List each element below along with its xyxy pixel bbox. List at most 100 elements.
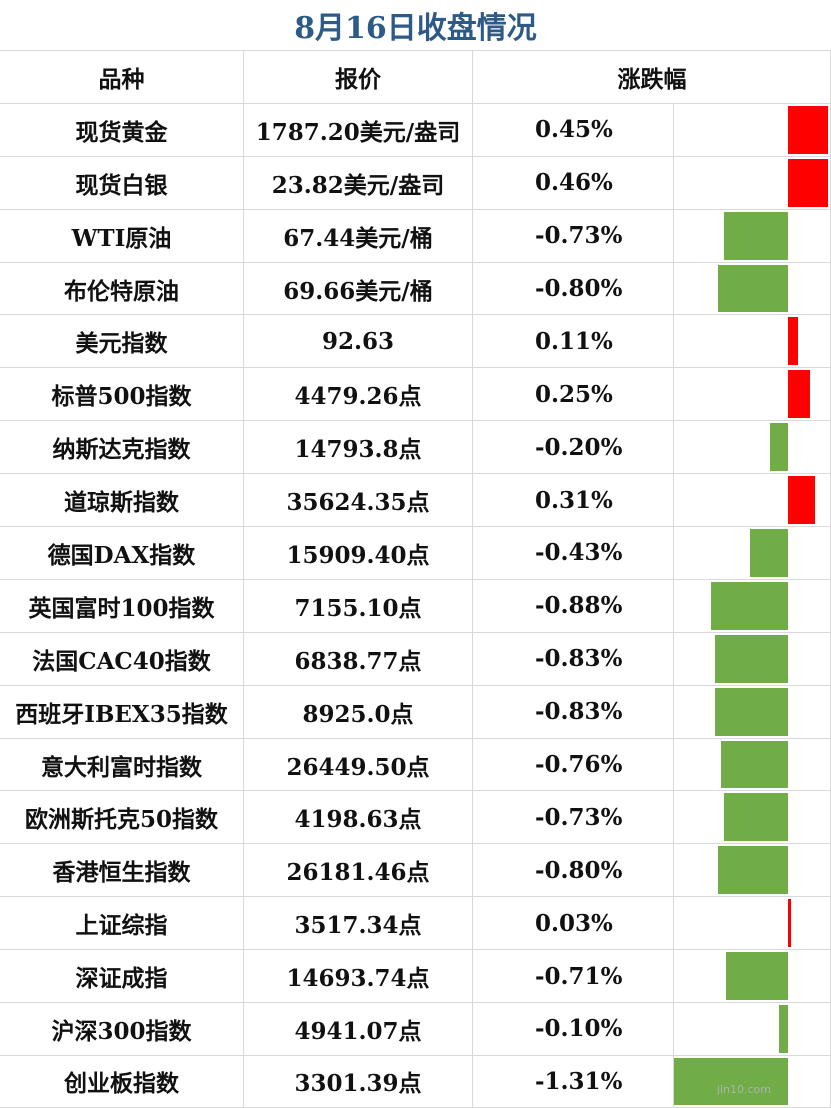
change-bar-up bbox=[788, 105, 828, 154]
row-name: 上证综指 bbox=[75, 912, 168, 940]
table-row: 英国富时100指数 7155.10点 -0.88% bbox=[0, 578, 831, 632]
row-name: 深证成指 bbox=[75, 965, 168, 993]
row-change: -0.73% bbox=[535, 803, 623, 831]
table-row: 香港恒生指数 26181.46点 -0.80% bbox=[0, 843, 831, 896]
row-change: 0.25% bbox=[535, 380, 613, 408]
table-row: WTI原油 67.44美元/桶 -0.73% bbox=[0, 208, 831, 262]
row-price: 26181.46点 bbox=[286, 859, 430, 887]
table-row: 意大利富时指数 26449.50点 -0.76% bbox=[0, 737, 831, 791]
row-change-bar-cell bbox=[672, 1056, 831, 1107]
row-name: 德国DAX指数 bbox=[47, 541, 196, 569]
row-change-bar-cell bbox=[673, 686, 831, 738]
row-change: -0.76% bbox=[535, 751, 623, 779]
row-change: -0.20% bbox=[535, 433, 623, 461]
column-divider bbox=[243, 50, 244, 1108]
row-price: 69.66美元/桶 bbox=[283, 277, 433, 305]
row-change-bar-cell bbox=[673, 157, 831, 209]
row-change-bar-cell bbox=[673, 315, 831, 367]
row-change: 0.46% bbox=[535, 169, 613, 197]
row-price: 3517.34点 bbox=[294, 912, 422, 940]
change-bar-down bbox=[717, 264, 788, 313]
header-price: 报价 bbox=[335, 65, 381, 93]
table-row: 美元指数 92.63 0.11% bbox=[0, 314, 831, 367]
row-name: 创业板指数 bbox=[64, 1070, 179, 1098]
row-change: -0.71% bbox=[535, 962, 623, 990]
row-name: 欧洲斯托克50指数 bbox=[24, 806, 218, 834]
row-name: 法国CAC40指数 bbox=[32, 647, 211, 675]
row-price: 14793.8点 bbox=[294, 436, 422, 464]
watermark: jin10.com bbox=[716, 1083, 771, 1096]
row-name: 西班牙IBEX35指数 bbox=[15, 700, 228, 728]
row-price: 4941.07点 bbox=[294, 1017, 422, 1045]
change-bar-down bbox=[717, 846, 788, 895]
row-change-bar-cell bbox=[673, 739, 831, 791]
row-name: 标普500指数 bbox=[51, 383, 192, 411]
change-bar-up bbox=[788, 370, 810, 419]
row-price: 8925.0点 bbox=[302, 700, 414, 728]
change-bar-down bbox=[715, 634, 788, 683]
table-row: 现货黄金 1787.20美元/盎司 0.45% bbox=[0, 102, 831, 156]
change-bar-down bbox=[750, 529, 788, 577]
row-price: 6838.77点 bbox=[294, 647, 422, 675]
row-change-bar-cell bbox=[673, 791, 831, 843]
row-change-bar-cell bbox=[673, 1003, 831, 1055]
table-row: 纳斯达克指数 14793.8点 -0.20% bbox=[0, 420, 831, 473]
change-bar-up bbox=[788, 317, 798, 366]
change-bar-down bbox=[770, 423, 788, 472]
change-bar-down bbox=[779, 1005, 788, 1053]
row-change-bar-cell bbox=[673, 950, 831, 1002]
table-row: 德国DAX指数 15909.40点 -0.43% bbox=[0, 526, 831, 579]
row-price: 67.44美元/桶 bbox=[283, 224, 433, 252]
row-change-bar-cell bbox=[673, 104, 831, 156]
change-bar-down bbox=[725, 952, 788, 1001]
row-name: 意大利富时指数 bbox=[41, 753, 202, 781]
row-change: -0.73% bbox=[535, 222, 623, 250]
change-bar-up bbox=[788, 158, 829, 207]
header-row: 品种 报价 涨跌幅 bbox=[0, 50, 831, 103]
row-change-bar-cell bbox=[673, 897, 831, 949]
row-change-bar-cell bbox=[673, 421, 831, 473]
change-bar-down bbox=[715, 687, 788, 736]
change-bar-down bbox=[721, 740, 788, 789]
row-price: 26449.50点 bbox=[286, 753, 430, 781]
column-divider bbox=[472, 50, 473, 1108]
table-row: 布伦特原油 69.66美元/桶 -0.80% bbox=[0, 261, 831, 315]
table-row: 深证成指 14693.74点 -0.71% bbox=[0, 949, 831, 1002]
row-change: 0.31% bbox=[535, 486, 613, 514]
row-name: WTI原油 bbox=[71, 224, 172, 252]
row-price: 4198.63点 bbox=[294, 806, 422, 834]
table-row: 道琼斯指数 35624.35点 0.31% bbox=[0, 473, 831, 526]
row-name: 布伦特原油 bbox=[64, 277, 179, 305]
row-price: 92.63 bbox=[321, 327, 395, 355]
row-change-bar-cell bbox=[673, 368, 831, 420]
table-body: 现货黄金 1787.20美元/盎司 0.45% 现货白银 23.82美元/盎司 0.46%… bbox=[0, 102, 831, 1108]
row-price: 14693.74点 bbox=[286, 965, 430, 993]
row-change-bar-cell bbox=[673, 263, 831, 315]
change-bar-down bbox=[723, 793, 788, 842]
row-change: -0.83% bbox=[535, 698, 623, 726]
row-name: 沪深300指数 bbox=[51, 1017, 192, 1045]
row-name: 现货白银 bbox=[75, 171, 168, 199]
change-bar-up bbox=[788, 476, 816, 525]
table-row: 欧洲斯托克50指数 4198.63点 -0.73% bbox=[0, 790, 831, 843]
table-row: 上证综指 3517.34点 0.03% bbox=[0, 896, 831, 949]
row-price: 35624.35点 bbox=[286, 489, 430, 517]
row-price: 4479.26点 bbox=[294, 383, 422, 411]
row-change: -0.43% bbox=[535, 539, 623, 567]
row-name: 现货黄金 bbox=[75, 118, 168, 146]
row-price: 7155.10点 bbox=[294, 594, 422, 622]
row-change: -1.31% bbox=[535, 1067, 623, 1095]
row-name: 美元指数 bbox=[75, 330, 168, 358]
row-change-bar-cell bbox=[673, 580, 831, 632]
row-price: 23.82美元/盎司 bbox=[271, 171, 445, 199]
row-change: 0.11% bbox=[535, 327, 613, 355]
row-change-bar-cell bbox=[673, 844, 831, 896]
row-change: -0.80% bbox=[535, 856, 623, 884]
row-change-bar-cell bbox=[673, 210, 831, 262]
row-change: -0.83% bbox=[535, 645, 623, 673]
row-name: 道琼斯指数 bbox=[64, 489, 179, 517]
row-change-bar-cell bbox=[673, 633, 831, 685]
row-name: 英国富时100指数 bbox=[28, 594, 215, 622]
table-row: 创业板指数 3301.39点 -1.31% bbox=[0, 1054, 831, 1108]
